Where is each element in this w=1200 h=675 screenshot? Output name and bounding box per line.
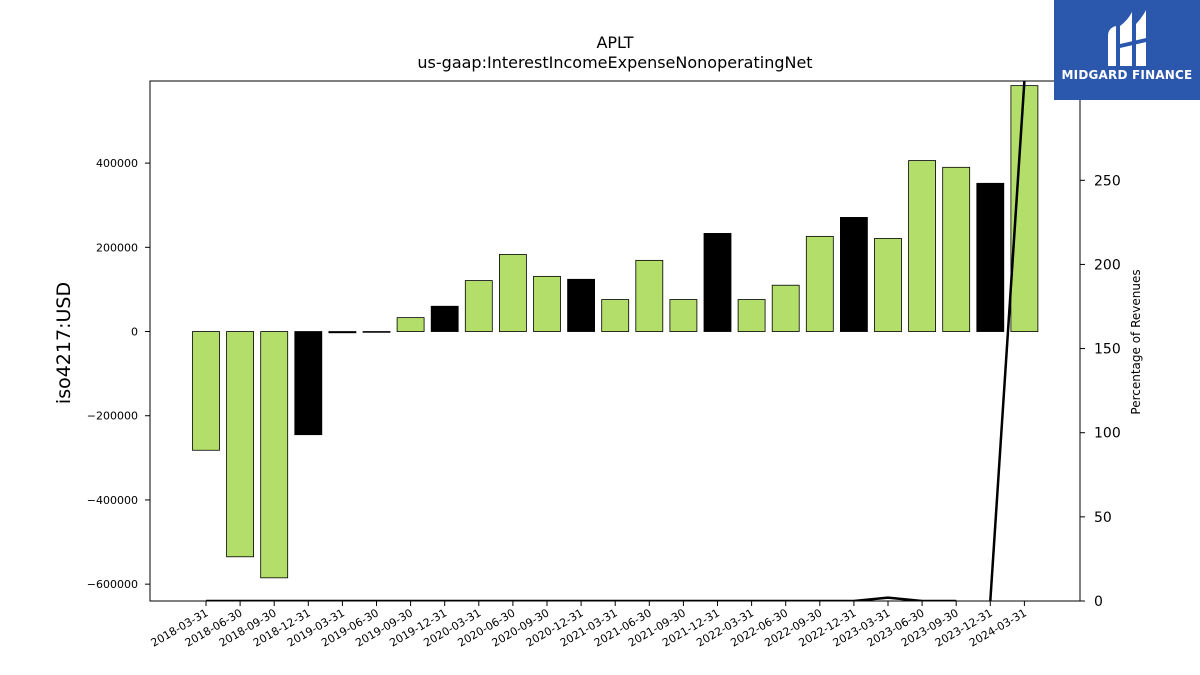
y-axis-right: 0 50 100 150 200 250 — [1080, 173, 1121, 610]
y2-tick-label: 50 — [1094, 510, 1112, 526]
y-tick-label: −400000 — [87, 494, 138, 507]
y2-tick-label: 0 — [1094, 594, 1103, 610]
bar — [669, 299, 698, 332]
bar — [771, 284, 800, 332]
bar — [601, 299, 630, 332]
y-tick-label: 200000 — [96, 241, 138, 254]
y-tick-label: −200000 — [87, 410, 138, 423]
chart-title: APLT — [596, 33, 633, 52]
bar — [260, 331, 289, 579]
logo-mark-icon — [1108, 10, 1146, 66]
bar — [396, 317, 425, 332]
bar — [874, 238, 902, 332]
percentage-line-group — [206, 81, 1026, 601]
bar — [192, 331, 220, 451]
y2-tick-label: 100 — [1094, 426, 1121, 442]
y-axis-label: iso4217:USD — [53, 282, 75, 404]
logo-text: MIDGARD FINANCE — [1061, 68, 1193, 82]
y2-tick-label: 250 — [1094, 173, 1121, 189]
bar — [840, 217, 868, 332]
bar — [942, 166, 971, 332]
bar — [635, 259, 664, 332]
y-tick-label: 0 — [131, 326, 138, 339]
midgard-finance-logo: MIDGARD FINANCE — [1054, 0, 1200, 100]
y-tick-label: 400000 — [96, 157, 138, 170]
bar — [805, 235, 834, 332]
y2-tick-label: 150 — [1094, 342, 1121, 358]
percentage-line — [206, 596, 957, 601]
bar — [430, 305, 459, 332]
chart-subtitle: us-gaap:InterestIncomeExpenseNonoperatin… — [417, 53, 812, 72]
bar — [328, 331, 357, 334]
bar — [737, 299, 766, 332]
plot-frame — [149, 80, 1081, 602]
bar — [362, 331, 391, 333]
y-tick-label: −600000 — [87, 578, 138, 591]
y2-tick-label: 200 — [1094, 257, 1121, 273]
bar — [908, 160, 936, 332]
bar — [533, 275, 561, 332]
bars-group — [192, 85, 1039, 579]
y-axis-left: −600000 −400000 −200000 0 200000 400000 — [87, 157, 150, 591]
percentage-line — [989, 81, 1026, 601]
bar — [567, 278, 595, 332]
bar — [976, 182, 1005, 332]
x-axis: 2018-03-312018-06-302018-09-302018-12-31… — [149, 601, 1029, 650]
bar — [226, 331, 255, 558]
bar — [464, 280, 493, 332]
y2-axis-label: Percentage of Revenues — [1129, 269, 1143, 414]
bar — [498, 254, 527, 332]
bar — [294, 331, 323, 436]
bar — [703, 233, 732, 332]
